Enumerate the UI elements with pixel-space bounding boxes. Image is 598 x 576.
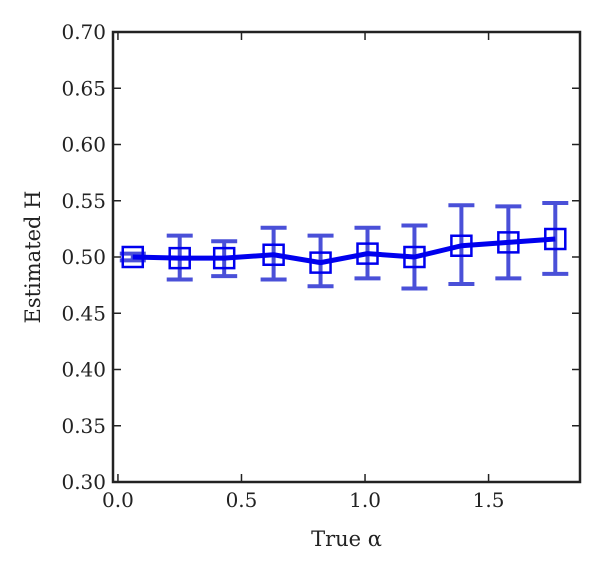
axes-group: 0.0 0.5 1.0 1.5 0.30 0.35 0.40 0.45 0.50 0.55 0.60… xyxy=(61,20,582,512)
data-point xyxy=(450,234,473,257)
y-tick-label: 0.45 xyxy=(61,301,106,325)
y-tick-label: 0.70 xyxy=(61,20,106,44)
y-tick-label: 0.40 xyxy=(61,358,106,382)
data-point xyxy=(168,246,191,270)
data-point xyxy=(309,251,332,274)
y-tick-label: 0.65 xyxy=(61,76,106,100)
data-point xyxy=(121,245,145,269)
series-line xyxy=(132,236,556,266)
y-tick-label: 0.60 xyxy=(61,133,106,157)
series-group xyxy=(121,227,567,274)
y-tick-label: 0.30 xyxy=(61,470,106,494)
data-point xyxy=(497,231,520,254)
x-tick-label: 1.0 xyxy=(349,488,381,512)
y-axis-label: Estimated H xyxy=(21,191,45,324)
y-tick-label: 0.55 xyxy=(61,189,106,213)
data-point xyxy=(356,242,379,265)
error-bars-group xyxy=(119,201,569,291)
x-tick-label: 1.5 xyxy=(473,488,505,512)
x-tick-label: 0.0 xyxy=(102,488,134,512)
y-tick-label: 0.50 xyxy=(61,245,106,269)
data-point xyxy=(212,246,236,270)
y-tick-label: 0.35 xyxy=(61,414,106,438)
data-point xyxy=(262,243,285,266)
x-tick-label: 0.5 xyxy=(226,488,258,512)
x-axis-label: True α xyxy=(311,527,382,551)
data-point xyxy=(544,227,567,251)
data-point xyxy=(403,245,426,269)
